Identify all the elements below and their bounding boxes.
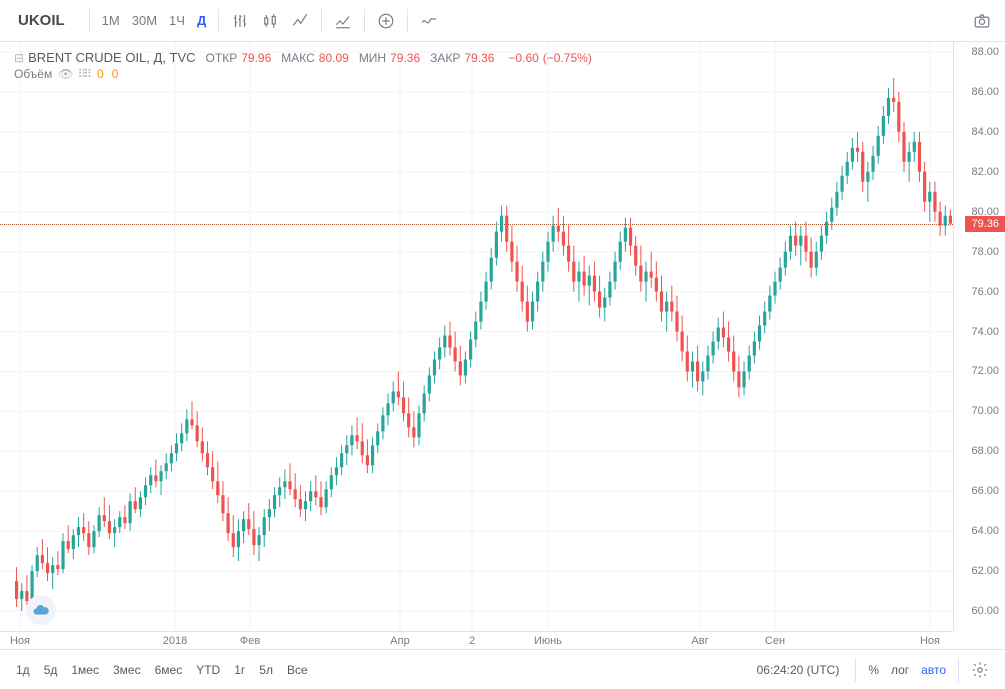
bars-style-icon[interactable] [225, 6, 255, 36]
range-YTD[interactable]: YTD [190, 659, 226, 681]
compare-icon[interactable] [285, 6, 315, 36]
indicators-icon[interactable] [328, 6, 358, 36]
timeframe-1Ч[interactable]: 1Ч [163, 9, 191, 32]
range-6мес[interactable]: 6мес [149, 659, 189, 681]
bottom-toolbar: 1д5д1мес3мес6месYTD1г5лВсе 06:24:20 (UTC… [0, 649, 1005, 689]
chart-area[interactable]: 60.0062.0064.0066.0068.0070.0072.0074.00… [0, 42, 1005, 649]
timeframe-1М[interactable]: 1М [96, 9, 126, 32]
top-toolbar: UKOIL 1М30М1ЧД [0, 0, 1005, 42]
time-axis[interactable]: Ноя2018ФевАпр2ИюньАвгСенНоя [0, 631, 953, 649]
candle-style-icon[interactable] [255, 6, 285, 36]
cloud-icon[interactable] [26, 595, 56, 625]
volume-settings-icon[interactable]: ⠿⠿ [77, 67, 89, 81]
legend-title: BRENT CRUDE OIL, Д, TVC [28, 50, 195, 65]
chart-legend: ⊟ BRENT CRUDE OIL, Д, TVC ОТКР79.96 МАКС… [14, 50, 592, 83]
add-icon[interactable] [371, 6, 401, 36]
eye-icon[interactable]: 👁 [58, 67, 73, 81]
range-1г[interactable]: 1г [228, 659, 251, 681]
range-1д[interactable]: 1д [10, 659, 36, 681]
range-1мес[interactable]: 1мес [65, 659, 105, 681]
timeframe-30М[interactable]: 30М [126, 9, 163, 32]
last-price-tag: 79.36 [965, 216, 1005, 232]
range-5л[interactable]: 5л [253, 659, 279, 681]
auto-toggle[interactable]: авто [915, 659, 952, 681]
settings-gear-icon[interactable] [965, 655, 995, 685]
percent-toggle[interactable]: % [862, 659, 885, 681]
log-toggle[interactable]: лог [885, 659, 915, 681]
volume-label: Объём [14, 67, 52, 81]
timeframe-group: 1М30М1ЧД [96, 9, 213, 32]
symbol-input[interactable]: UKOIL [8, 8, 75, 33]
collapse-icon[interactable]: ⊟ [14, 51, 24, 65]
line-tool-icon[interactable] [414, 6, 444, 36]
camera-icon[interactable] [967, 6, 997, 36]
range-Все[interactable]: Все [281, 659, 314, 681]
range-5д[interactable]: 5д [38, 659, 64, 681]
price-axis[interactable]: 60.0062.0064.0066.0068.0070.0072.0074.00… [953, 42, 1005, 631]
clock: 06:24:20 (UTC) [757, 663, 840, 677]
range-3мес[interactable]: 3мес [107, 659, 147, 681]
timeframe-Д[interactable]: Д [191, 9, 212, 32]
